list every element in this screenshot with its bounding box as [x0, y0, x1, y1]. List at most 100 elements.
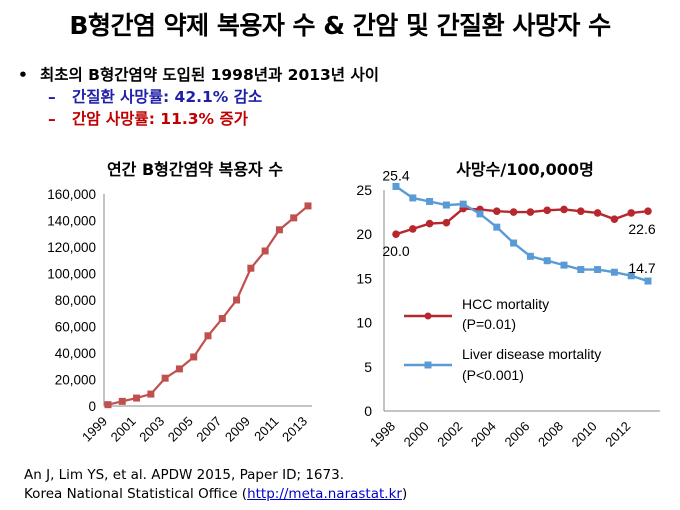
summary-bullets: • 최초의 B형간염약 도입된 1998년과 2013년 사이 – 간질환 사망률:… [18, 64, 668, 130]
chart2-liver-data-point [459, 200, 467, 208]
chart2-y-tick-label: 0 [364, 403, 372, 419]
chart1-data-point [147, 390, 155, 398]
chart1-data-point [190, 353, 198, 361]
chart2-legend-liver-marker [424, 361, 432, 369]
chart1-data-point [290, 214, 298, 222]
chart2-title: 사망수/100,000명 [456, 160, 594, 179]
chart2-x-tick-label: 2002 [434, 419, 465, 450]
chart2-liver-data-point [409, 194, 417, 202]
chart2-y-tick-label: 5 [364, 359, 372, 375]
chart1-x-tick-label: 2001 [108, 414, 139, 445]
chart1-data-point [261, 247, 269, 255]
chart2-hcc-data-point [593, 209, 602, 217]
source-line-2: Korea National Statistical Office (http:… [24, 485, 407, 504]
chart2-legend-liver-note: (P<0.001) [462, 367, 524, 383]
chart1-data-point [161, 374, 169, 382]
chart2-y-tick-label: 20 [356, 226, 372, 242]
chart2-hcc-data-point [577, 207, 585, 216]
chart2-liver-series-line [395, 185, 649, 283]
chart1-data-point [275, 226, 283, 234]
page-title: B형간염 약제 복용자 수 & 간암 및 간질환 사망자 수 [69, 11, 611, 40]
chart2-hcc-data-point [627, 209, 635, 217]
chart1-data-point [247, 264, 255, 272]
chart2-liver-data-point [526, 252, 534, 260]
chart1-x-tick-label: 1999 [79, 414, 110, 445]
chart1-data-point [218, 315, 226, 323]
chart1-y-tick-label: 120,000 [47, 240, 96, 255]
chart1-y-tick-label: 60,000 [55, 320, 96, 335]
chart2-liver-data-point [594, 266, 602, 274]
chart2-legend-hcc-label: HCC mortality [462, 296, 549, 312]
bullet-main-text: 최초의 B형간염약 도입된 1998년과 2013년 사이 [40, 66, 379, 84]
chart1-y-tick-label: 80,000 [55, 293, 96, 308]
dash-marker: – [48, 88, 56, 106]
chart1-y-tick-label: 40,000 [55, 346, 96, 361]
chart2-liver-data-point [493, 223, 501, 231]
chart2-liver-data-point [543, 257, 551, 265]
dash-marker: – [48, 110, 56, 128]
chart2-y-tick-label: 10 [356, 315, 372, 331]
chart1-x-tick-label: 2011 [251, 414, 281, 444]
chart2-x-tick-label: 2004 [468, 419, 499, 450]
chart2-y-tick-label: 15 [356, 270, 372, 286]
chart1-y-tick-label: 140,000 [47, 214, 96, 229]
chart2-x-tick-label: 1998 [367, 419, 398, 450]
chart2-hcc-series-line [395, 207, 649, 236]
chart1-data-point [304, 202, 312, 210]
chart1-data-point [104, 401, 112, 409]
chart1-title: 연간 B형간염약 복용자 수 [106, 160, 284, 179]
chart2-hcc-data-point [409, 225, 417, 233]
chart2-hcc-data-point [392, 230, 400, 238]
chart2-liver-data-point [577, 266, 585, 274]
bullet-sub-liver-text: 간질환 사망률: 42.1% 감소 [72, 88, 263, 106]
chart2-legend-liver-label: Liver disease mortality [462, 346, 601, 362]
source-citation: An J, Lim YS, et al. APDW 2015, Paper ID… [24, 466, 407, 504]
chart2-data-label: 14.7 [628, 260, 655, 276]
chart1-x-tick-label: 2005 [165, 414, 196, 445]
chart2-liver-data-point [476, 210, 484, 218]
chart1-x-tick-label: 2007 [193, 414, 224, 445]
chart2-liver-data-point [426, 197, 434, 205]
chart2-hcc-data-point [543, 206, 551, 215]
bullet-main: • 최초의 B형간염약 도입된 1998년과 2013년 사이 [18, 64, 668, 86]
chart1-data-point [233, 296, 241, 304]
source-suffix: ) [401, 486, 408, 502]
chart1-x-tick-label: 2003 [136, 414, 167, 445]
source-prefix: Korea National Statistical Office ( [24, 486, 248, 502]
chart2-liver-data-point [392, 182, 400, 190]
chart2-x-tick-label: 2012 [602, 419, 633, 450]
chart2-liver-data-point [510, 239, 518, 247]
chart1-x-tick-label: 2013 [279, 414, 310, 445]
chart1-y-tick-label: 100,000 [47, 267, 96, 282]
chart1-data-point [118, 397, 126, 405]
chart2-hcc-data-point [560, 205, 568, 214]
chart1-y-tick-label: 0 [88, 399, 96, 414]
chart2-data-label: 22.6 [628, 221, 655, 237]
chart2-hcc-data-point [610, 215, 619, 223]
chart2-hcc-data-point [509, 208, 518, 216]
chart2-x-tick-label: 2010 [569, 419, 600, 450]
chart1-y-tick-label: 160,000 [47, 187, 96, 202]
chart2-x-tick-label: 2008 [535, 419, 566, 450]
source-line-1: An J, Lim YS, et al. APDW 2015, Paper ID… [24, 467, 344, 483]
chart2-hcc-data-point [425, 219, 434, 228]
chart1-y-tick-label: 20,000 [55, 373, 96, 388]
chart2-hcc-data-point [644, 207, 652, 216]
chart2-hcc-data-point [442, 218, 451, 227]
bullet-sub-hcc: – 간암 사망률: 11.3% 증가 [18, 108, 668, 130]
source-link[interactable]: http://meta.narastat.kr [247, 486, 402, 502]
chart2-data-label: 20.0 [382, 243, 409, 259]
chart2-x-tick-label: 2006 [501, 419, 532, 450]
chart2-hcc-data-point [526, 208, 535, 216]
bullet-dot: • [18, 66, 28, 84]
chart2-data-label: 25.4 [382, 167, 409, 183]
chart2-legend-hcc-marker [424, 312, 432, 320]
bullet-sub-liver: – 간질환 사망률: 42.1% 감소 [18, 86, 668, 108]
chart2-liver-data-point [610, 268, 618, 276]
bullet-sub-hcc-text: 간암 사망률: 11.3% 증가 [72, 110, 248, 128]
chart1-data-point [204, 332, 212, 340]
chart2-liver-data-point [442, 201, 450, 209]
chart2-legend-hcc-note: (P=0.01) [462, 316, 516, 332]
chart2-liver-data-point [560, 261, 568, 269]
